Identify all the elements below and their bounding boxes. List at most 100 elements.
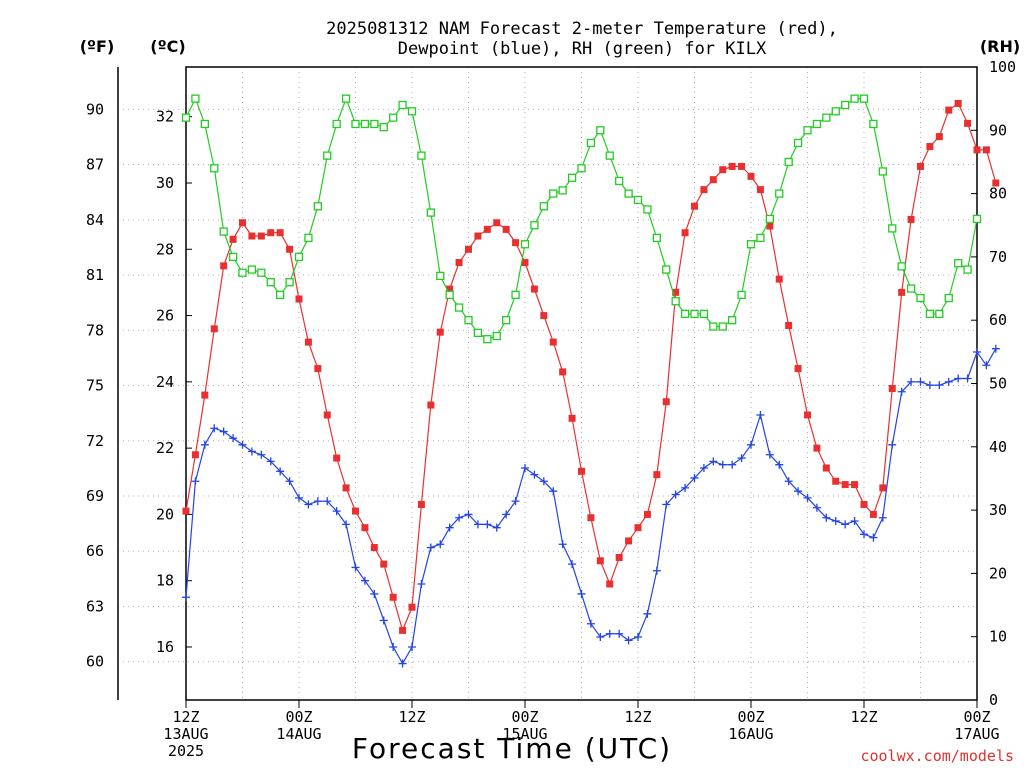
x-tick-label: 13AUG <box>163 725 208 743</box>
rh-point <box>624 189 633 198</box>
celsius-unit-label: (ºC) <box>150 37 185 56</box>
temperature-point <box>643 510 651 518</box>
x-tick-label: 12Z <box>850 708 877 726</box>
dewpoint-point <box>332 507 341 516</box>
temperature-point <box>738 162 746 170</box>
rh-point <box>615 176 624 186</box>
celsius-tick-label: 22 <box>156 439 174 457</box>
rh-point <box>181 113 191 122</box>
rh-point <box>567 173 577 182</box>
rh-point <box>398 100 407 110</box>
rh-point <box>954 259 963 268</box>
x-tick-label: 00Z <box>963 708 990 726</box>
celsius-tick-label: 32 <box>156 108 174 126</box>
rh-point <box>699 309 709 319</box>
rh-point <box>944 293 953 303</box>
temperature-point <box>851 481 859 489</box>
dewpoint-point <box>219 427 228 436</box>
dewpoint-point <box>304 500 313 509</box>
plot-frame <box>185 66 978 701</box>
rh-point <box>765 214 774 224</box>
dewpoint-point <box>831 517 840 526</box>
rh-point <box>417 151 426 160</box>
temperature-point <box>220 262 228 270</box>
dewpoint-point <box>605 629 614 638</box>
dewpoint-point <box>398 659 407 668</box>
dewpoint-point <box>784 477 793 486</box>
temperature-point <box>521 259 529 267</box>
dewpoint-point <box>925 381 934 390</box>
dewpoint-point <box>963 374 972 383</box>
dewpoint-point <box>408 642 416 651</box>
x-tick-label: 12Z <box>172 708 199 726</box>
rh-point <box>859 94 869 103</box>
temperature-point <box>474 232 482 240</box>
dewpoint-point <box>191 477 200 486</box>
dewpoint-point <box>313 497 322 506</box>
fahrenheit-tick-label: 81 <box>86 266 104 284</box>
rh-point <box>370 119 379 129</box>
dewpoint-point <box>445 523 454 532</box>
rh-point <box>539 202 548 211</box>
rh-line <box>185 96 978 340</box>
dewpoint-point <box>464 510 473 519</box>
dewpoint-point <box>511 497 520 506</box>
rh-tick-label: 50 <box>989 375 1007 393</box>
temperature-point <box>587 514 595 522</box>
rh-point <box>803 126 812 135</box>
temperature-point <box>766 222 774 230</box>
rh-point <box>916 293 925 303</box>
temperature-point <box>399 626 407 634</box>
temperature-point <box>888 384 896 392</box>
temperature-point <box>907 215 915 223</box>
rh-point <box>351 119 360 129</box>
temperature-point <box>578 467 585 475</box>
rh-point <box>850 94 859 103</box>
dewpoint-point <box>351 563 360 572</box>
rh-tick-label: 10 <box>989 628 1007 646</box>
series-temperature <box>182 99 1000 634</box>
rh-point <box>304 233 313 243</box>
temperature-point <box>879 484 887 492</box>
temperature-point <box>898 288 906 296</box>
rh-point <box>210 164 219 173</box>
rh-point <box>294 252 304 262</box>
dewpoint-point <box>652 566 661 575</box>
dewpoint-point <box>182 593 190 602</box>
fahrenheit-tick-label: 63 <box>86 597 104 615</box>
rh-point <box>746 240 756 249</box>
dewpoint-point <box>869 533 878 542</box>
fahrenheit-tick-label: 78 <box>86 321 104 339</box>
fahrenheit-unit-label: (ºF) <box>80 37 115 56</box>
rh-point <box>313 202 322 211</box>
dewpoint-point <box>276 467 285 476</box>
temperature-point <box>634 524 642 532</box>
rh-point <box>793 138 803 148</box>
temperature-point <box>935 133 943 141</box>
rh-point <box>407 107 417 116</box>
dewpoint-point <box>888 440 897 449</box>
rh-tick-label: 0 <box>989 691 998 709</box>
rh-point <box>191 94 200 103</box>
dewpoint-point <box>699 464 708 473</box>
dewpoint-point <box>935 381 944 390</box>
rh-point <box>831 107 840 116</box>
x-tick-label: 16AUG <box>728 725 773 743</box>
temperature-point <box>917 162 924 170</box>
temperature-point <box>860 500 868 508</box>
dewpoint-point <box>897 387 906 396</box>
dewpoint-point <box>473 520 482 529</box>
temperature-point <box>267 229 275 237</box>
celsius-tick-label: 28 <box>156 240 174 258</box>
dewpoint-point <box>370 589 379 598</box>
rh-point <box>888 224 897 233</box>
dewpoint-point <box>558 540 567 549</box>
rh-point <box>718 322 727 331</box>
rh-tick-label: 60 <box>989 311 1007 329</box>
rh-tick-label: 20 <box>989 564 1007 582</box>
dewpoint-point <box>671 490 680 499</box>
temperature-point <box>295 295 303 303</box>
rh-point <box>502 316 511 325</box>
temperature-point <box>549 338 557 346</box>
temperature-point <box>257 232 265 240</box>
